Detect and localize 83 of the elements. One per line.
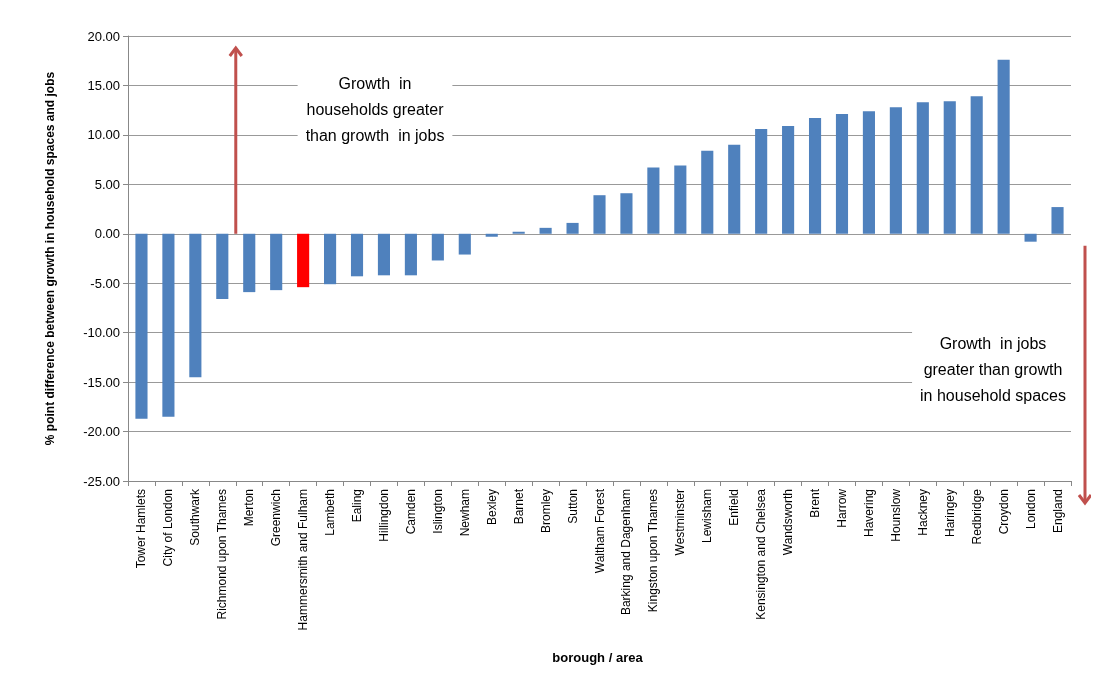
bar	[674, 165, 687, 234]
bar	[431, 233, 444, 261]
bar	[835, 114, 849, 234]
x-tick-label: Hammersmith and Fulham	[296, 489, 311, 631]
y-tick-label: -10.00	[83, 325, 120, 341]
x-tick-label: Hillingdon	[376, 489, 391, 542]
bar	[162, 233, 175, 417]
bar	[970, 96, 983, 234]
bar	[647, 167, 660, 234]
y-tick-label: 20.00	[87, 28, 120, 44]
x-tick-label: London	[1023, 489, 1038, 530]
x-tick-label: Newham	[457, 489, 472, 537]
y-tick-label: -15.00	[83, 374, 120, 390]
bar	[1051, 207, 1064, 234]
bar	[997, 59, 1010, 234]
bar	[458, 233, 471, 255]
x-tick-label: Tower Hamlets	[134, 489, 149, 569]
bar	[297, 233, 310, 288]
x-tick-label: Havering	[861, 489, 876, 538]
bar	[350, 233, 364, 277]
bar	[728, 144, 741, 234]
bar	[566, 222, 579, 234]
bar	[701, 150, 714, 234]
bar	[539, 227, 552, 234]
bar	[404, 233, 417, 276]
bar	[135, 233, 148, 419]
annotation: Growth in jobs greater than growth in household spaces	[920, 334, 1066, 404]
x-tick-label: Lambeth	[323, 489, 338, 536]
x-tick-label: Sutton	[565, 489, 580, 524]
y-tick-label: -5.00	[90, 275, 120, 291]
x-tick-label: Southwark	[188, 488, 203, 546]
y-tick-label: -20.00	[83, 424, 120, 440]
y-tick-label: -25.00	[83, 473, 120, 489]
x-tick-label: Hounslow	[888, 488, 903, 542]
y-tick-label: 5.00	[94, 176, 120, 192]
bar	[889, 107, 902, 234]
x-tick-label: Lewisham	[700, 489, 715, 544]
bar	[916, 102, 929, 234]
x-tick-label: Enfield	[727, 489, 742, 526]
bar	[270, 233, 283, 291]
bar	[755, 128, 768, 234]
x-tick-label: Waltham Forest	[592, 488, 607, 574]
x-tick-label: Kensington and Chelsea	[754, 488, 769, 620]
x-tick-label: Redbridge	[969, 488, 984, 545]
bar	[620, 193, 633, 234]
x-tick-label: Richmond upon Thames	[215, 489, 230, 620]
x-tick-label: Barnet	[511, 488, 526, 525]
x-tick-label: Bexley	[484, 489, 499, 526]
y-tick-label: 10.00	[87, 127, 120, 143]
bar	[216, 233, 229, 300]
x-axis-title: borough / area	[552, 650, 644, 665]
bar	[189, 233, 202, 378]
bar	[1024, 233, 1037, 242]
bar	[593, 195, 606, 234]
bar	[782, 125, 795, 234]
x-tick-label: Islington	[430, 489, 445, 534]
x-tick-label: Camden	[403, 489, 418, 535]
x-tick-label: Bromley	[538, 489, 553, 534]
x-tick-label: Ealing	[350, 489, 365, 523]
x-tick-label: Brent	[808, 488, 823, 518]
x-tick-label: Westminster	[673, 489, 688, 556]
bar	[943, 101, 956, 234]
x-tick-label: Merton	[242, 489, 257, 527]
x-tick-label: Wandsworth	[781, 489, 796, 556]
bar	[324, 233, 337, 285]
y-tick-label: 0.00	[94, 226, 120, 242]
bar	[377, 233, 391, 276]
x-tick-label: Harrow	[834, 488, 849, 528]
x-tick-label: City of London	[161, 489, 176, 567]
x-tick-label: Croydon	[996, 489, 1011, 535]
bar	[808, 118, 822, 234]
x-tick-label: Barking and Dagenham	[619, 489, 634, 616]
bar	[862, 111, 875, 234]
y-tick-label: 15.00	[87, 77, 120, 93]
x-tick-label: Kingston upon Thames	[646, 489, 661, 613]
bar	[243, 233, 256, 293]
x-tick-label: Haringey	[942, 489, 957, 538]
x-tick-label: England	[1050, 489, 1065, 534]
y-axis-title: % point difference between growth in household spaces and jobs	[43, 71, 57, 446]
bar	[485, 233, 498, 237]
x-tick-label: Greenwich	[269, 489, 284, 547]
x-tick-label: Hackney	[915, 489, 930, 536]
annotation: Growth in households greater than growth in jobs	[305, 74, 445, 144]
